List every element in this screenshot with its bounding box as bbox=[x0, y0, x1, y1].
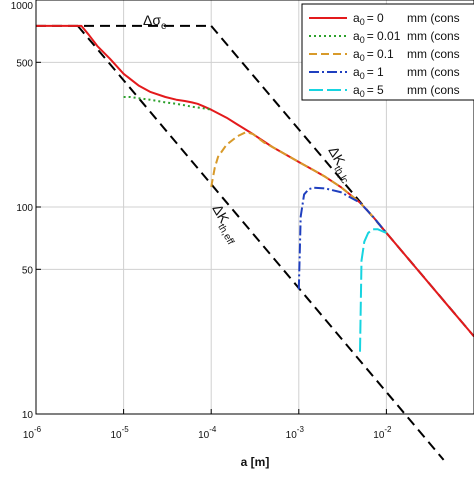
legend-label-unit-3: mm (cons bbox=[407, 65, 460, 79]
legend-label-2: a0 = 0.1 mm (cons bbox=[353, 47, 460, 63]
x-tick-label-base-0: 10 bbox=[23, 430, 35, 441]
legend-label-main-0: a bbox=[353, 11, 360, 25]
legend-label-unit-2: mm (cons bbox=[407, 47, 460, 61]
x-tick-label-base-1: 10 bbox=[110, 430, 122, 441]
legend-label-sub-2: 0 bbox=[360, 53, 365, 63]
legend-label-main-2: a bbox=[353, 47, 360, 61]
x-tick-label-exp-1: -5 bbox=[122, 425, 130, 434]
annotation-delta-sigma-e-sub: e bbox=[161, 21, 167, 32]
series-line-2 bbox=[210, 131, 388, 234]
legend-label-sub-1: 0 bbox=[360, 35, 365, 45]
legend-label-value-1: = 0.01 bbox=[367, 29, 401, 43]
annotation-delta-k-th-eff-sub: th,eff bbox=[215, 222, 236, 247]
series-line-1 bbox=[123, 96, 212, 111]
series-lines bbox=[36, 24, 474, 352]
y-tick-label-0: 1000 bbox=[11, 1, 34, 12]
legend-box bbox=[301, 3, 474, 101]
x-tick-label-base-3: 10 bbox=[286, 430, 298, 441]
legend-label-0: a0 = 0 mm (cons bbox=[353, 11, 460, 27]
legend-label-main-3: a bbox=[353, 65, 360, 79]
annotation-delta-sigma-e: Δσe bbox=[143, 12, 167, 32]
x-tick-label-exp-0: -6 bbox=[34, 425, 42, 434]
legend-label-unit-4: mm (cons bbox=[407, 83, 460, 97]
x-tick-label-exp-3: -3 bbox=[297, 425, 305, 434]
y-tick-label-3: 50 bbox=[22, 265, 34, 276]
legend-label-main-4: a bbox=[353, 83, 360, 97]
x-tick-label-1: 10-5 bbox=[110, 425, 129, 441]
x-tick-label-exp-4: -2 bbox=[384, 425, 392, 434]
legend-label-1: a0 = 0.01 mm (cons bbox=[353, 29, 460, 45]
legend-label-value-4: = 5 bbox=[367, 83, 384, 97]
legend-label-3: a0 = 1 mm (cons bbox=[353, 65, 460, 81]
annotation-delta-k-th-eff-base: ΔK bbox=[209, 202, 233, 227]
boundary-delta-K-th-eff bbox=[77, 25, 445, 461]
x-tick-label-2: 10-4 bbox=[198, 425, 217, 441]
series-line-3 bbox=[297, 186, 388, 290]
legend-label-unit-0: mm (cons bbox=[407, 11, 460, 25]
svg-text:Δσe: Δσe bbox=[143, 12, 167, 32]
legend-label-value-3: = 1 bbox=[367, 65, 384, 79]
series-line-4 bbox=[359, 228, 387, 352]
legend-label-value-0: = 0 bbox=[367, 11, 384, 25]
x-tick-label-0: 10-6 bbox=[23, 425, 42, 441]
y-tick-label-4: 10 bbox=[22, 410, 34, 421]
y-tick-label-2: 100 bbox=[16, 203, 33, 214]
x-tick-label-4: 10-2 bbox=[373, 425, 392, 441]
legend-label-value-2: = 0.1 bbox=[367, 47, 394, 61]
x-tick-label-3: 10-3 bbox=[286, 425, 305, 441]
legend-label-4: a0 = 5 mm (cons bbox=[353, 83, 460, 99]
legend-label-unit-1: mm (cons bbox=[407, 29, 460, 43]
x-tick-label-base-2: 10 bbox=[198, 430, 210, 441]
legend-label-sub-4: 0 bbox=[360, 89, 365, 99]
x-tick-label-exp-2: -4 bbox=[209, 425, 217, 434]
legend-label-main-1: a bbox=[353, 29, 360, 43]
y-tick-label-1: 500 bbox=[16, 58, 33, 69]
x-axis-label: a [m] bbox=[241, 455, 270, 469]
legend-label-sub-0: 0 bbox=[360, 17, 365, 27]
x-tick-label-base-4: 10 bbox=[373, 430, 385, 441]
annotation-delta-sigma-e-base: Δσ bbox=[143, 12, 161, 28]
legend-label-sub-3: 0 bbox=[360, 71, 365, 81]
